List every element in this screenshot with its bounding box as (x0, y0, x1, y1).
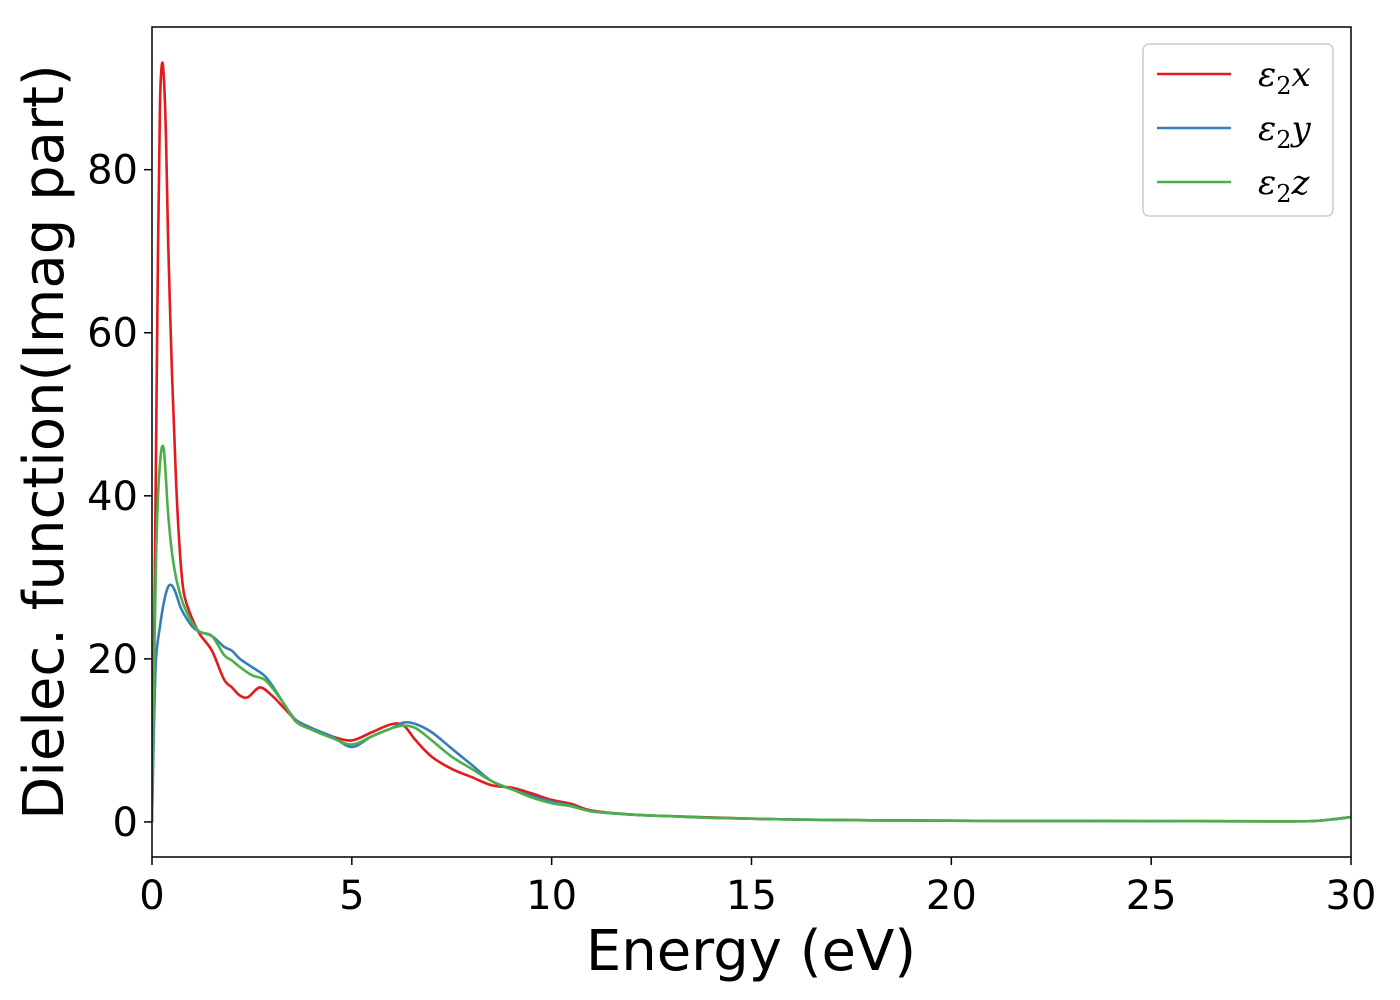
x-tick-label: 5 (339, 873, 364, 919)
y-tick-label: 40 (87, 474, 138, 520)
x-tick-label: 25 (1126, 873, 1177, 919)
legend-frame (1142, 43, 1334, 217)
x-tick-label: 30 (1326, 873, 1377, 919)
legend-label-z: ε2z (1258, 163, 1311, 208)
series-line-y (152, 583, 1351, 823)
y-axis-title: Dielec. function(Imag part) (12, 64, 77, 820)
y-tick-label: 20 (87, 637, 138, 683)
x-tick-label: 20 (926, 873, 977, 919)
series-layer (152, 61, 1351, 823)
x-tick-label: 0 (139, 873, 164, 919)
y-tick-label: 0 (113, 800, 138, 846)
y-axis-ticks: 0 20 40 60 80 (87, 148, 152, 846)
y-tick-label: 80 (87, 148, 138, 194)
x-tick-label: 15 (726, 873, 777, 919)
legend: ε2x ε2y ε2z (1142, 43, 1334, 217)
x-tick-label: 10 (526, 873, 577, 919)
legend-label-y: ε2y (1258, 109, 1312, 154)
plot-area (152, 61, 1351, 823)
x-axis-title: Energy (eV) (586, 919, 916, 984)
x-axis-ticks: 0 5 10 15 20 25 30 (139, 857, 1376, 919)
y-tick-label: 60 (87, 311, 138, 357)
series-line-z (152, 444, 1351, 823)
legend-label-x: ε2x (1258, 55, 1311, 100)
